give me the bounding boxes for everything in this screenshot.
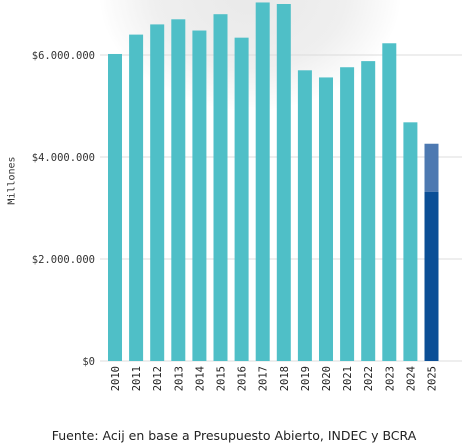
x-tick-label: 2011 (131, 366, 143, 391)
bar-2025-light (424, 143, 439, 192)
y-axis-label: Millones (6, 156, 18, 205)
bar-2025-dark (424, 191, 439, 361)
bar-2010 (108, 53, 122, 361)
x-tick-label: 2017 (258, 366, 270, 391)
bar-2019 (297, 70, 312, 362)
y-tick-label: $2.000.000 (32, 254, 95, 266)
y-tick-label: $6.000.000 (32, 50, 95, 62)
x-tick-label: 2012 (152, 366, 164, 391)
x-tick-label: 2014 (194, 366, 206, 391)
source-note: Fuente: Acij en base a Presupuesto Abier… (51, 428, 417, 443)
bar-2014 (192, 30, 207, 362)
x-tick-label: 2019 (300, 366, 312, 391)
x-tick-label: 2016 (237, 366, 249, 391)
x-tick-label: 2022 (363, 366, 375, 391)
bar-2023 (382, 43, 397, 362)
bar-2017 (255, 2, 270, 361)
bar-2011 (129, 34, 144, 361)
x-tick-label: 2018 (279, 366, 291, 391)
bar-2018 (276, 4, 291, 361)
bar-2013 (171, 19, 186, 362)
y-tick-label: $0 (82, 356, 95, 368)
bar-2015 (213, 14, 228, 361)
bar-2021 (340, 67, 355, 362)
x-tick-label: 2020 (321, 366, 333, 391)
x-tick-label: 2021 (342, 366, 354, 391)
bar-2012 (150, 24, 165, 362)
x-tick-label: 2025 (427, 366, 439, 391)
x-tick-label: 2015 (216, 366, 228, 391)
bar-2020 (319, 77, 333, 361)
bar-2024 (403, 122, 418, 361)
x-tick-label: 2013 (173, 366, 185, 391)
y-tick-label: $4.000.000 (32, 152, 95, 164)
bar-2016 (234, 37, 249, 361)
x-tick-label: 2023 (384, 366, 396, 391)
x-tick-label: 2024 (405, 366, 417, 391)
bar-chart: $0 $2.000.000 $4.000.000 $6.000.000 2010 2011… (32, 2, 462, 391)
bar-2022 (361, 61, 376, 362)
x-tick-label: 2010 (110, 366, 122, 391)
